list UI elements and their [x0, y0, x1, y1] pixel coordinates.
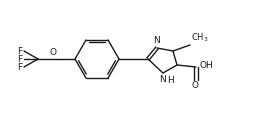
Text: CH$_3$: CH$_3$: [191, 31, 209, 44]
Text: O: O: [49, 48, 56, 57]
Text: F: F: [17, 46, 22, 56]
Text: H: H: [167, 76, 174, 85]
Text: OH: OH: [199, 61, 213, 69]
Text: O: O: [192, 81, 198, 90]
Text: N: N: [159, 75, 165, 84]
Text: F: F: [17, 62, 22, 72]
Text: N: N: [153, 36, 159, 45]
Text: F: F: [17, 55, 22, 63]
